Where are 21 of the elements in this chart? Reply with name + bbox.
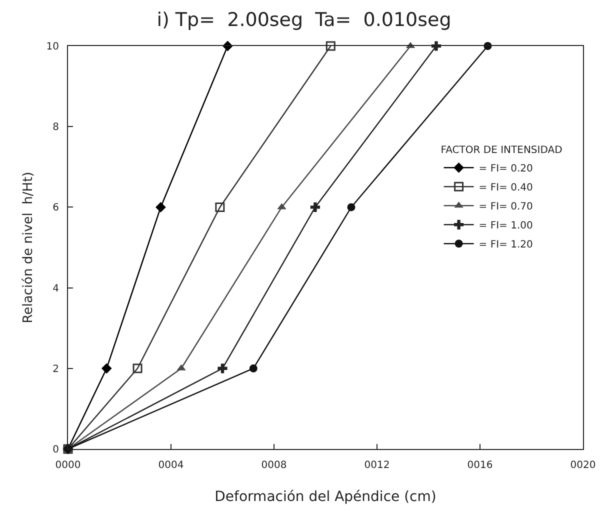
legend-label: = FI= 0.70 [478, 202, 533, 213]
x-tick-label: 0000 [55, 460, 81, 471]
y-axis-title: Relación de nivel h/Ht) [21, 172, 36, 324]
legend-label: = FI= 0.20 [478, 164, 533, 175]
y-tick-label: 8 [52, 122, 59, 134]
x-axis-title: Deformación del Apéndice (cm) [214, 489, 436, 505]
x-tick-label: 0012 [364, 460, 390, 471]
y-tick-label: 2 [52, 364, 59, 375]
x-tick-label: 0004 [158, 460, 184, 471]
legend-label: = FI= 1.20 [478, 240, 533, 251]
y-tick-label: 6 [52, 202, 59, 214]
legend-label: = FI= 1.00 [478, 220, 533, 232]
x-tick-label: 0008 [261, 460, 287, 471]
x-tick-label: 0020 [570, 460, 596, 471]
legend-title: FACTOR DE INTENSIDAD [440, 145, 563, 156]
y-tick-label: 4 [52, 283, 59, 294]
legend-label: = FI= 0.40 [478, 182, 533, 194]
y-tick-label: 0 [52, 444, 59, 456]
chart-title: i) Tp= 2.00seg Ta= 0.010seg [156, 9, 452, 32]
x-tick-label: 0016 [467, 460, 493, 471]
y-tick-label: 10 [46, 42, 59, 52]
